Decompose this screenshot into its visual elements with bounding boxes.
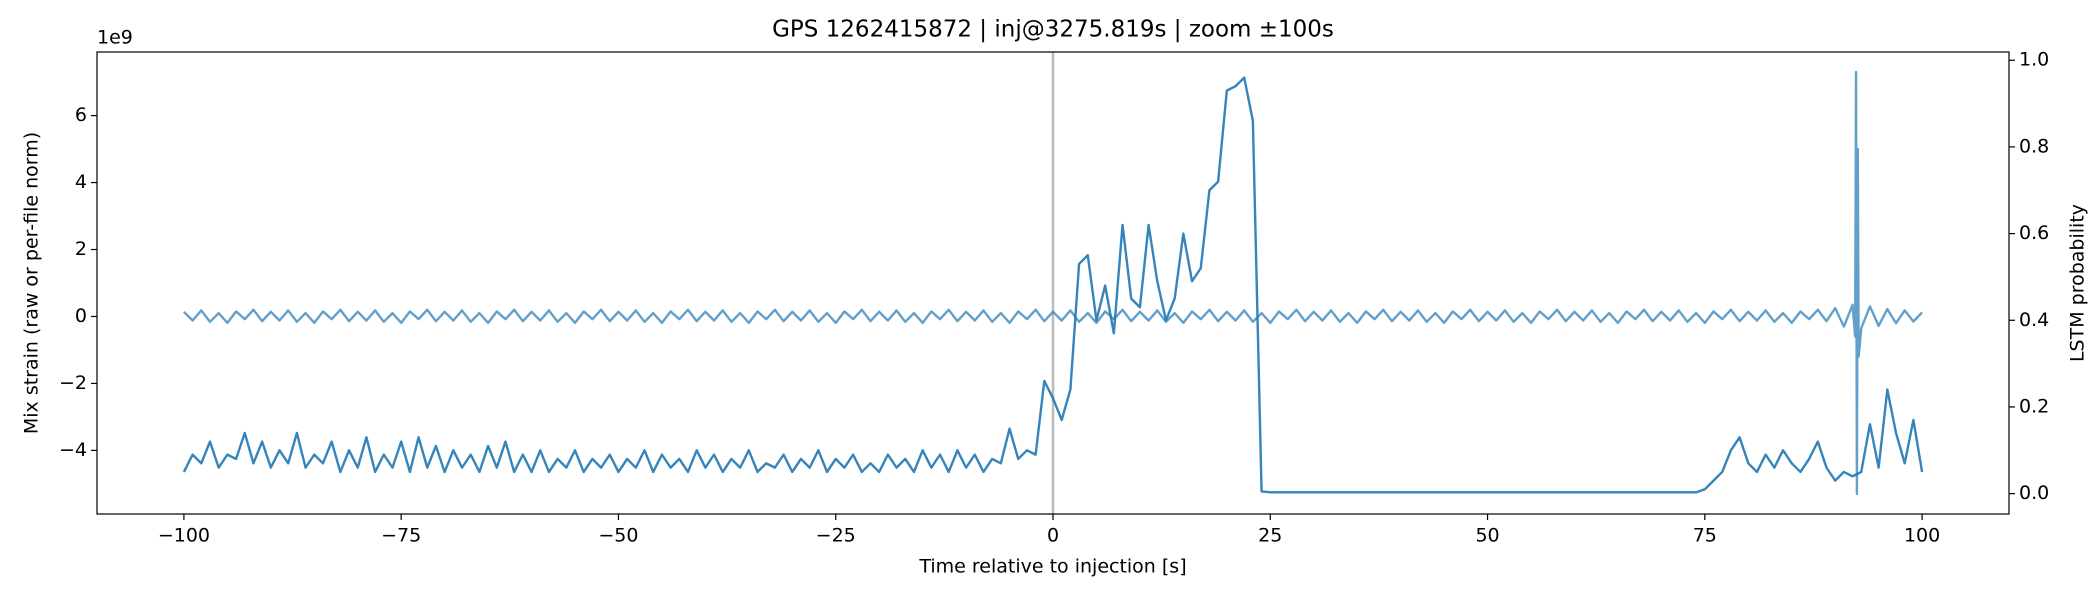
- x-tick-label: 50: [1475, 525, 1499, 547]
- y-offset-label: 1e9: [97, 27, 133, 49]
- x-axis-label: Time relative to injection [s]: [918, 556, 1186, 578]
- y-tick-label: −4: [59, 439, 87, 461]
- x-tick-label: −75: [381, 525, 421, 547]
- x-tick-label: 100: [1904, 525, 1940, 547]
- chart-title: GPS 1262415872 | inj@3275.819s | zoom ±1…: [772, 17, 1334, 43]
- y-tick-label: −2: [59, 372, 87, 394]
- y-tick-label: 2: [75, 238, 87, 260]
- plot-frame: [96, 51, 2010, 515]
- x-tick-label: −100: [158, 525, 210, 547]
- y-tick-label: 0: [75, 305, 87, 327]
- y-tick-label: 6: [75, 104, 87, 126]
- x-tick-label: −50: [598, 525, 638, 547]
- x-tick-label: −25: [816, 525, 856, 547]
- y2-tick-label: 0.2: [2019, 395, 2049, 417]
- y2-axis-label: LSTM probability: [2067, 204, 2089, 362]
- y2-tick-label: 0.8: [2019, 135, 2049, 157]
- y2-tick-label: 0.6: [2019, 222, 2049, 244]
- y-axis-label: Mix strain (raw or per-file norm): [21, 132, 43, 434]
- y-tick-label: 4: [75, 171, 87, 193]
- x-tick-label: 0: [1047, 525, 1059, 547]
- y2-tick-label: 0.4: [2019, 309, 2049, 331]
- y2-tick-label: 1.0: [2019, 49, 2049, 71]
- y2-tick-label: 0.0: [2019, 482, 2049, 504]
- x-tick-label: 75: [1693, 525, 1717, 547]
- x-tick-label: 25: [1258, 525, 1282, 547]
- series-line: [182, 76, 1924, 494]
